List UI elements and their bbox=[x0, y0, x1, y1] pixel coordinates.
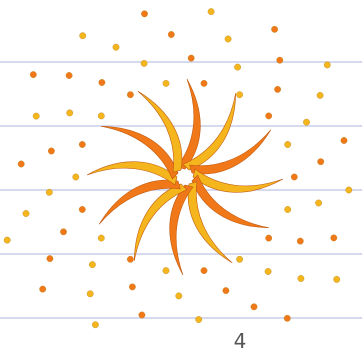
dot bbox=[60, 228, 67, 236]
swirl-petal bbox=[187, 181, 233, 264]
dot bbox=[284, 141, 292, 148]
swirl-petals bbox=[86, 78, 284, 276]
dot bbox=[234, 63, 242, 71]
dot bbox=[187, 54, 195, 62]
dot bbox=[78, 206, 86, 213]
dot bbox=[333, 275, 341, 283]
dot bbox=[89, 261, 96, 268]
swirl-petal bbox=[189, 129, 272, 175]
dot bbox=[126, 91, 134, 99]
dot bbox=[45, 188, 53, 196]
swirl-petal bbox=[86, 161, 178, 186]
dot bbox=[167, 31, 175, 38]
dot bbox=[317, 158, 325, 166]
dot bbox=[97, 112, 105, 120]
swirl-petal bbox=[176, 78, 201, 170]
dot bbox=[17, 160, 25, 168]
dot bbox=[330, 234, 338, 242]
dot bbox=[224, 35, 232, 43]
dot bbox=[222, 287, 230, 294]
dot bbox=[276, 56, 284, 64]
swirl-petal bbox=[98, 179, 181, 225]
dot bbox=[283, 314, 291, 322]
swirl-petal bbox=[133, 183, 188, 261]
dot bbox=[72, 173, 80, 181]
dot bbox=[29, 71, 37, 79]
dot bbox=[39, 285, 47, 293]
dot bbox=[140, 60, 148, 67]
dot-rings bbox=[3, 8, 353, 329]
dot bbox=[66, 109, 74, 117]
dot bbox=[175, 292, 183, 300]
dot bbox=[323, 61, 331, 69]
dot bbox=[296, 237, 304, 245]
dot bbox=[264, 268, 272, 275]
dot bbox=[207, 8, 215, 16]
dot bbox=[195, 316, 203, 323]
dot bbox=[3, 236, 11, 244]
swirl-petal bbox=[101, 125, 179, 180]
dot bbox=[92, 321, 99, 329]
dot bbox=[274, 86, 281, 93]
dot bbox=[86, 290, 94, 298]
dot bbox=[98, 79, 106, 86]
dot bbox=[32, 112, 40, 120]
dot bbox=[128, 283, 136, 291]
dot bbox=[271, 25, 278, 33]
dot bbox=[162, 267, 170, 274]
dot bbox=[290, 173, 298, 181]
dot bbox=[78, 141, 86, 148]
dot bbox=[112, 43, 120, 51]
dot bbox=[200, 80, 208, 87]
dot bbox=[297, 275, 305, 282]
swirl-petal bbox=[137, 90, 183, 173]
dot bbox=[141, 10, 148, 18]
dot bbox=[97, 234, 105, 242]
swirl-petal bbox=[182, 93, 237, 171]
swirl-petal bbox=[191, 174, 269, 229]
dot bbox=[316, 92, 324, 99]
dot bbox=[65, 72, 73, 79]
dot bbox=[345, 186, 353, 194]
dot bbox=[315, 199, 322, 207]
dot bbox=[250, 303, 258, 311]
swirl-petal bbox=[192, 168, 284, 193]
dot bbox=[265, 112, 273, 120]
dot bbox=[22, 210, 30, 217]
dot bbox=[46, 255, 54, 263]
dot bbox=[200, 267, 208, 274]
page-number: 4 bbox=[233, 329, 247, 353]
dot bbox=[284, 206, 292, 213]
dot bbox=[236, 91, 244, 99]
swirl-petal bbox=[169, 184, 194, 276]
dot bbox=[138, 311, 146, 319]
dot bbox=[48, 147, 55, 155]
dot bbox=[126, 255, 134, 263]
dot bbox=[162, 80, 170, 87]
dot bbox=[340, 137, 348, 144]
dot bbox=[79, 32, 87, 40]
dot bbox=[303, 118, 310, 126]
dot bbox=[265, 234, 273, 242]
dot bbox=[236, 255, 244, 263]
